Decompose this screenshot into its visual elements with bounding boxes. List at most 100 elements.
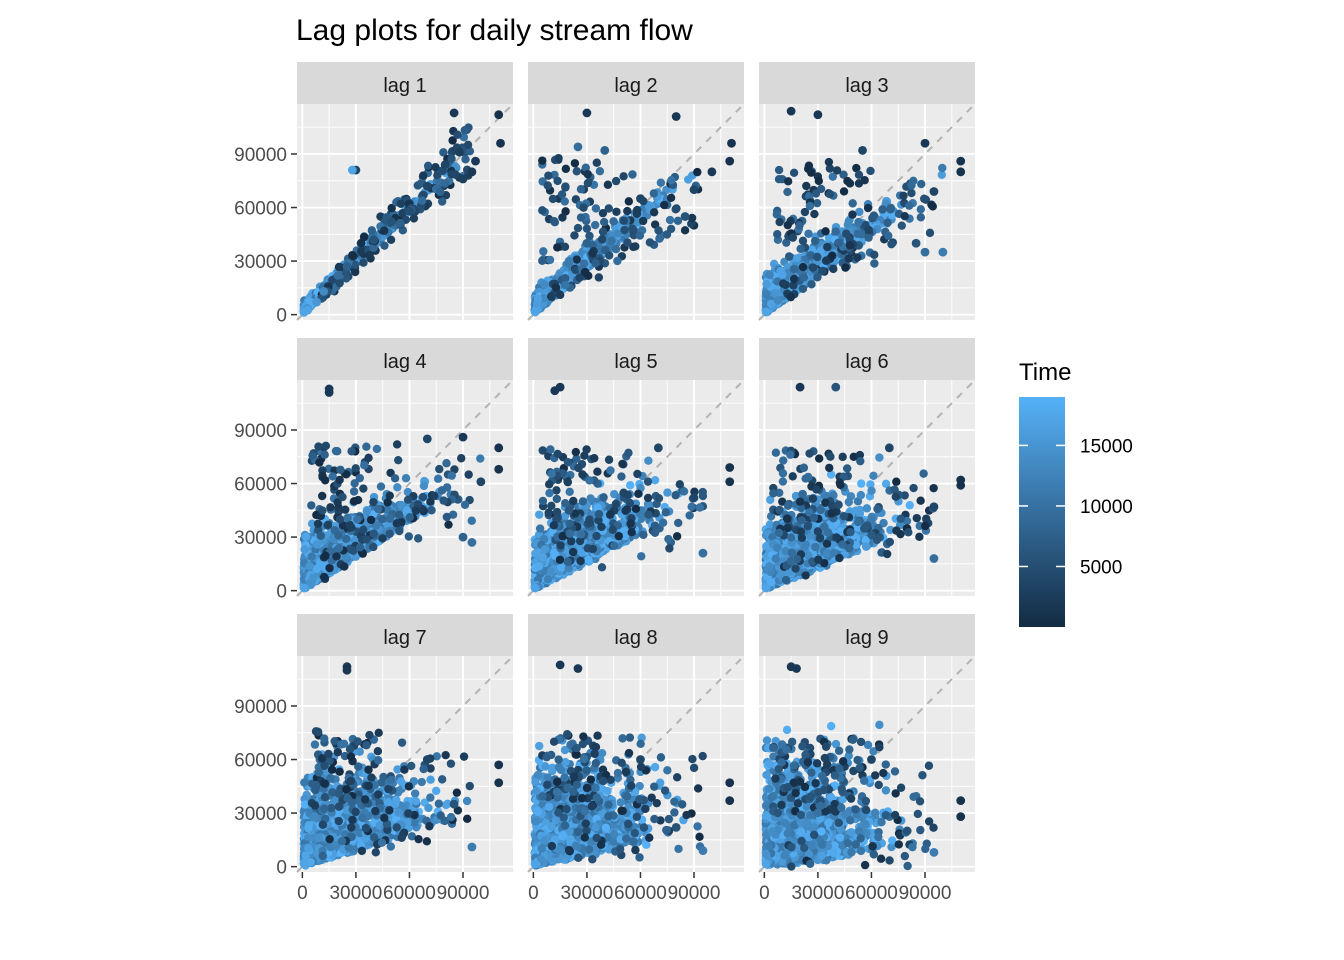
data-point — [649, 189, 659, 198]
data-point — [656, 178, 666, 187]
data-point — [629, 242, 638, 252]
data-point — [938, 163, 947, 173]
data-point — [398, 208, 407, 218]
data-point — [920, 247, 930, 257]
data-point — [588, 249, 597, 258]
data-point — [707, 167, 717, 177]
data-point — [919, 194, 929, 203]
data-point — [813, 110, 823, 120]
data-point — [795, 221, 804, 230]
chart-title: Lag plots for daily stream flow — [296, 14, 693, 47]
data-point — [395, 218, 405, 228]
data-point — [603, 180, 613, 189]
data-point — [538, 156, 547, 165]
data-point — [654, 226, 663, 235]
data-point — [828, 251, 837, 260]
data-point — [789, 168, 799, 178]
data-point — [449, 108, 459, 118]
data-point — [561, 281, 570, 290]
data-point — [448, 146, 457, 156]
data-point — [460, 126, 469, 135]
data-point — [689, 185, 699, 195]
data-point — [604, 204, 613, 213]
data-point — [561, 182, 570, 191]
data-point — [860, 176, 869, 185]
data-point — [453, 130, 462, 140]
data-point — [767, 299, 776, 309]
y-tick-label: 90000 — [234, 145, 287, 166]
data-point — [551, 283, 561, 292]
data-point — [607, 236, 616, 246]
data-point — [471, 156, 480, 166]
data-point — [844, 254, 853, 263]
data-point — [553, 176, 562, 186]
data-point — [597, 235, 607, 244]
data-point — [572, 167, 581, 176]
data-point — [356, 247, 366, 256]
data-point — [609, 217, 618, 226]
data-point — [796, 244, 805, 253]
data-point — [553, 243, 562, 252]
data-point — [774, 165, 784, 175]
data-point — [929, 187, 939, 196]
data-point — [811, 189, 821, 198]
facet-strip-label: lag 1 — [383, 75, 426, 97]
data-point — [419, 171, 428, 180]
data-point — [887, 239, 896, 249]
data-point — [548, 194, 558, 204]
data-point — [570, 159, 580, 168]
data-point — [798, 284, 808, 293]
data-point — [665, 215, 675, 225]
data-point — [573, 142, 583, 152]
data-point — [369, 235, 379, 245]
data-point — [367, 226, 377, 235]
data-point — [582, 224, 592, 233]
data-point — [547, 292, 556, 302]
data-point — [576, 213, 586, 222]
data-point — [666, 193, 676, 203]
data-point — [852, 163, 861, 173]
data-point — [582, 108, 592, 118]
data-point — [844, 216, 853, 226]
data-point — [530, 307, 540, 317]
data-point — [431, 162, 440, 172]
data-point — [405, 206, 414, 216]
data-point — [580, 267, 590, 277]
data-point — [538, 206, 547, 215]
data-point — [533, 294, 543, 304]
data-point — [800, 207, 810, 217]
data-point — [878, 205, 887, 214]
data-point — [905, 201, 914, 210]
data-point — [605, 251, 614, 260]
data-point — [422, 181, 432, 191]
data-point — [917, 179, 926, 189]
data-point — [781, 280, 790, 290]
data-point — [350, 260, 360, 269]
data-point — [557, 190, 567, 199]
data-point — [863, 203, 873, 213]
data-point — [623, 206, 632, 216]
data-point — [845, 241, 855, 250]
data-point — [916, 213, 926, 222]
data-point — [409, 214, 419, 223]
data-point — [447, 154, 456, 163]
data-point — [805, 201, 815, 211]
data-point — [539, 247, 548, 256]
data-point — [804, 229, 813, 238]
data-point — [494, 110, 504, 120]
data-point — [465, 146, 475, 156]
data-point — [813, 252, 822, 262]
data-point — [858, 146, 867, 155]
data-point — [342, 262, 352, 271]
data-point — [783, 177, 793, 186]
data-point — [660, 200, 669, 210]
data-point — [440, 160, 450, 170]
data-point — [907, 188, 916, 198]
data-point — [611, 176, 621, 186]
data-point — [771, 288, 780, 298]
data-point — [857, 230, 866, 239]
